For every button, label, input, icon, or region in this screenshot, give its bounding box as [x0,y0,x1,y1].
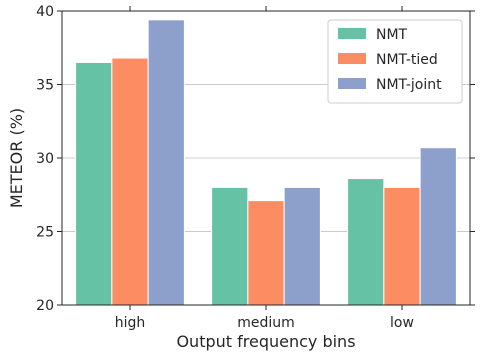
bar [75,61,113,306]
legend-swatch [338,78,366,89]
bar [247,200,285,306]
bar [283,186,321,306]
y-tick-labels: 20 25 30 35 40 [36,4,54,314]
y-tick-label: 20 [36,298,54,314]
y-tick-label: 35 [36,78,54,94]
legend: NMT NMT-tied NMT-joint [327,19,463,104]
bar [111,57,149,306]
y-tick-label: 40 [36,4,54,20]
x-axis-label: Output frequency bins [176,332,355,351]
legend-label: NMT [376,27,408,43]
bar [419,147,457,306]
legend-label: NMT-joint [376,77,442,93]
bar [383,186,421,306]
y-tick-label: 30 [36,151,54,167]
bar [147,19,185,306]
x-tick-labels: high medium low [115,315,414,331]
x-tick-label: high [115,315,146,331]
plot-frame [61,10,471,306]
legend-label: NMT-tied [376,52,438,68]
y-tick-label: 25 [36,225,54,241]
x-tick-label: low [390,315,414,331]
bars [75,19,457,306]
bar [211,186,249,306]
bar [347,178,385,306]
legend-swatch [338,53,366,64]
legend-swatch [338,28,366,39]
axes [57,6,475,310]
y-axis-label: METEOR (%) [7,108,26,208]
x-tick-label: medium [237,315,295,331]
